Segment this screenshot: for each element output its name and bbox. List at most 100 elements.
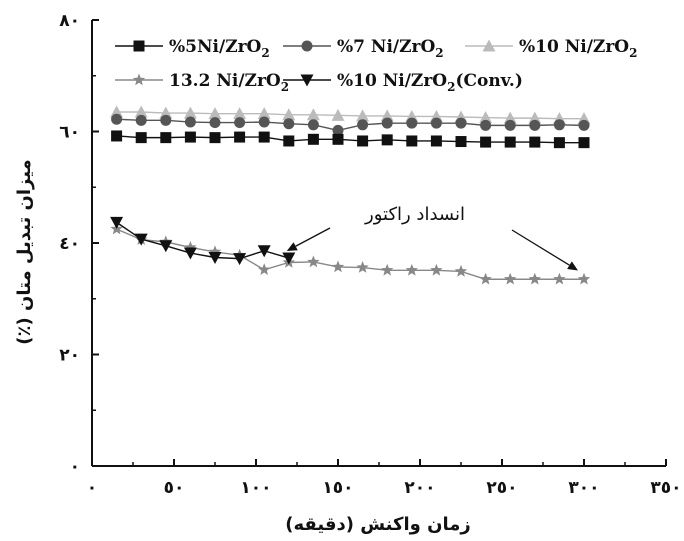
annotation-layer: انسداد راکتور [286, 204, 578, 271]
data-point [332, 124, 344, 136]
x-tick-label: ٥٠ [164, 478, 185, 498]
data-point [331, 260, 345, 273]
legend-item: %10 Ni/ZrO2(Conv.) [283, 71, 523, 94]
x-axis-title: زمان واکنش (دقیقه) [285, 514, 470, 535]
legend-label: %10 Ni/ZrO2 [519, 37, 637, 60]
data-point [183, 247, 197, 260]
y-tick-label: ٢٠ [59, 346, 80, 366]
data-point [455, 136, 467, 148]
x-tick-labels: ٠ ٥٠ ١٠٠ ١٥٠ ٢٠٠ ٢٥٠ ٣٠٠ ٣٥٠ [87, 478, 682, 498]
legend-item: %10 Ni/ZrO2 [465, 37, 637, 60]
data-point [184, 131, 196, 143]
data-point [184, 240, 197, 253]
data-point [135, 132, 147, 144]
data-point [430, 263, 443, 276]
data-point [381, 263, 394, 276]
y-tick-label: ٨٠ [59, 11, 80, 31]
series-0 [111, 130, 590, 149]
data-point [381, 117, 393, 129]
data-point [134, 105, 148, 118]
x-tick-label: ١٥٠ [322, 478, 353, 498]
data-point [110, 216, 124, 229]
axes [91, 19, 667, 467]
y-axis-title: میزان تبدیل متان (٪) [14, 159, 35, 344]
y-tick-label: ٦٠ [59, 123, 80, 143]
data-point [307, 133, 319, 145]
series-line [116, 111, 584, 120]
data-point [234, 117, 246, 129]
data-point [135, 114, 147, 126]
data-point [208, 107, 222, 120]
legend-item: %5Ni/ZrO2 [115, 37, 270, 60]
data-point [307, 255, 320, 268]
data-point [184, 116, 196, 128]
data-point [110, 105, 124, 118]
data-point [529, 119, 541, 131]
data-point [356, 261, 369, 273]
data-point [332, 133, 344, 145]
data-point [159, 106, 173, 119]
data-point [528, 272, 541, 285]
annotation-arrow-line [295, 227, 331, 247]
data-point [283, 135, 295, 147]
legend-label: %10 Ni/ZrO2(Conv.) [337, 71, 523, 94]
data-point [455, 117, 467, 129]
data-point [380, 109, 394, 122]
data-point [357, 119, 369, 131]
legend-marker [301, 40, 313, 52]
legend-label: %7 Ni/ZrO2 [337, 37, 444, 60]
data-point [405, 263, 418, 276]
data-point [160, 114, 172, 126]
y-tick-labels: ٠ ٢٠ ٤٠ ٦٠ ٨٠ [59, 11, 80, 477]
data-point [111, 130, 123, 142]
data-point [159, 240, 173, 253]
data-point [503, 111, 517, 124]
legend-item: %7 Ni/ZrO2 [283, 37, 444, 60]
series-1 [111, 113, 590, 136]
data-point [160, 132, 172, 144]
series-3 [110, 222, 591, 285]
x-tick-label: ٢٥٠ [486, 478, 517, 498]
y-tick-label: ٠ [70, 457, 80, 477]
data-point [430, 135, 442, 147]
data-point [356, 109, 370, 122]
data-point [479, 111, 493, 124]
data-point [454, 264, 468, 277]
data-point [406, 135, 418, 147]
data-point [577, 272, 591, 285]
data-point [381, 134, 393, 146]
data-point [234, 131, 246, 143]
data-point [208, 251, 222, 264]
x-tick-label: ٣٠٠ [568, 478, 599, 498]
data-point [257, 107, 271, 120]
data-point [578, 137, 590, 149]
data-point [282, 108, 296, 121]
x-tick-label: ٣٥٠ [650, 478, 681, 498]
data-point [258, 116, 270, 128]
legend-marker [482, 39, 496, 52]
data-point [257, 245, 271, 258]
series-line [116, 228, 584, 280]
data-point [578, 119, 590, 131]
data-point [406, 117, 418, 129]
data-point [307, 119, 319, 131]
legend-label: 13.2 Ni/ZrO2 [169, 71, 289, 94]
data-point [282, 252, 296, 265]
y-tick-label: ٤٠ [59, 234, 80, 254]
data-point [258, 263, 271, 276]
data-point [209, 132, 221, 144]
legend-marker [133, 40, 145, 52]
annotation-arrow-head [286, 242, 298, 251]
data-point [208, 245, 222, 258]
series-line [116, 221, 289, 260]
data-point [480, 136, 492, 148]
annotation-arrow-line [511, 229, 570, 266]
data-point [528, 111, 542, 124]
data-point [331, 108, 345, 121]
data-point [258, 131, 270, 143]
data-point [553, 272, 566, 285]
data-point [283, 118, 295, 130]
series-layer [110, 105, 591, 285]
data-point [209, 117, 221, 129]
data-point [233, 253, 247, 266]
